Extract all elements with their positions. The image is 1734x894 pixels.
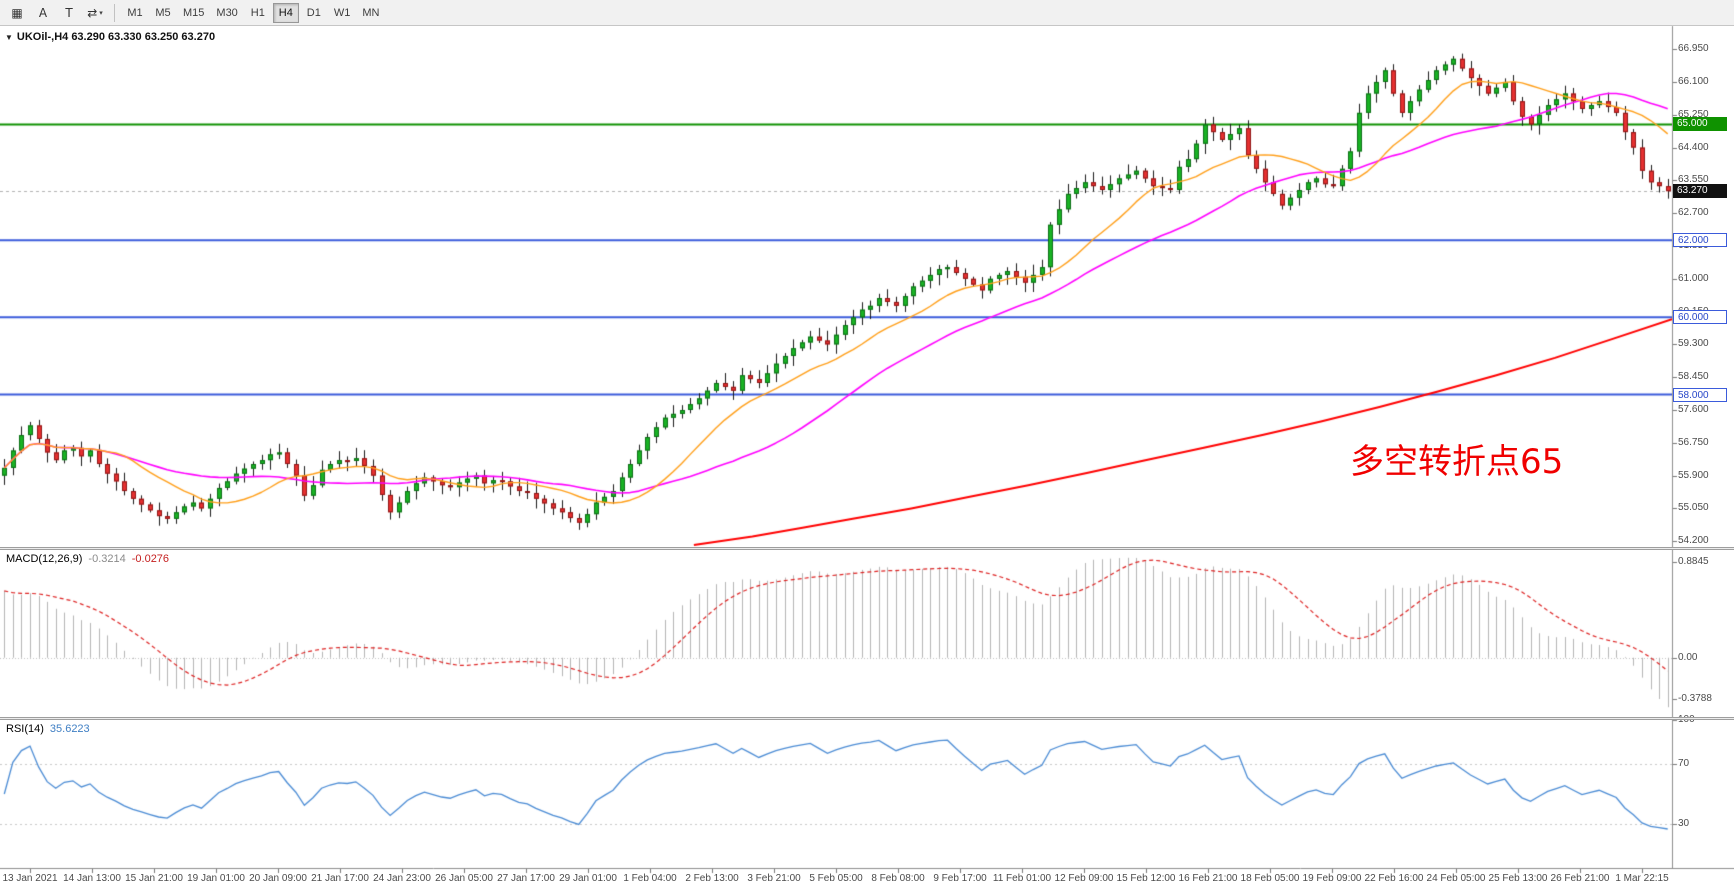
time-tick-label: 14 Jan 13:00 (63, 873, 121, 884)
macd-indicator-label: MACD(12,26,9) -0.3214 -0.0276 (6, 553, 169, 565)
price-tick-label: 55.900 (1678, 469, 1709, 481)
timeframe-d1-button[interactable]: D1 (301, 3, 327, 23)
macd-tick-label: 0.00 (1678, 651, 1698, 663)
price-tick-label: 58.450 (1678, 371, 1709, 383)
time-tick-label: 21 Jan 17:00 (311, 873, 369, 884)
symbol-dropdown-icon[interactable]: ▼ (5, 32, 13, 42)
chart-annotation: 多空转折点65 (1350, 442, 1564, 482)
hline-price-tag: 62.000 (1673, 233, 1727, 248)
chart-grid-icon[interactable]: ▦ (5, 2, 29, 24)
time-tick-label: 1 Feb 04:00 (623, 873, 677, 884)
price-tick-label: 56.750 (1678, 436, 1709, 448)
time-tick-label: 20 Jan 09:00 (249, 873, 307, 884)
macd-signal-value: -0.0276 (131, 553, 170, 565)
time-tick-label: 2 Feb 13:00 (685, 873, 739, 884)
timeframe-m15-button[interactable]: M15 (178, 3, 209, 23)
price-tick-label: 54.200 (1678, 535, 1709, 547)
symbol-ohlc-text: UKOil-,H4 63.290 63.330 63.250 63.270 (16, 31, 216, 43)
cycle-glyph: ⇄ (87, 5, 98, 20)
chart-grid-glyph: ▦ (11, 5, 23, 20)
hline-price-tag: 58.000 (1673, 387, 1727, 402)
time-tick-label: 26 Feb 21:00 (1550, 873, 1610, 884)
arrow-a-glyph: A (38, 5, 48, 20)
hline-price-tag: 60.000 (1673, 310, 1727, 325)
macd-tick-label: 0.8845 (1678, 556, 1709, 568)
time-tick-label: 24 Jan 23:00 (373, 873, 431, 884)
text-t-glyph: T (65, 5, 73, 20)
price-tick-label: 62.700 (1678, 207, 1709, 219)
price-tick-label: 66.950 (1678, 43, 1709, 55)
pane-divider-rsi[interactable] (0, 717, 1734, 720)
timeframe-m1-button[interactable]: M1 (122, 3, 148, 23)
text-t-icon[interactable]: T (57, 2, 81, 24)
time-tick-label: 5 Feb 05:00 (809, 873, 863, 884)
time-tick-label: 9 Feb 17:00 (933, 873, 987, 884)
price-tick-label: 63.550 (1678, 174, 1709, 186)
toolbar-separator (114, 3, 115, 22)
time-tick-label: 19 Jan 01:00 (187, 873, 245, 884)
rsi-tick-label: 70 (1678, 758, 1690, 770)
price-tick-label: 66.100 (1678, 75, 1709, 87)
timeframe-m5-button[interactable]: M5 (150, 3, 176, 23)
time-tick-label: 16 Feb 21:00 (1178, 873, 1238, 884)
toolbar: ▦ A T ⇄ ▾ M1 M5 M15 M30 H1 H4 D1 W1 MN (0, 0, 1734, 26)
symbol-info: ▼ UKOil-,H4 63.290 63.330 63.250 63.270 (5, 31, 215, 43)
pane-divider-macd[interactable] (0, 547, 1734, 550)
time-tick-label: 29 Jan 01:00 (559, 873, 617, 884)
rsi-value: 35.6223 (49, 723, 90, 735)
price-tick-label: 61.000 (1678, 272, 1709, 284)
time-tick-label: 27 Jan 17:00 (497, 873, 555, 884)
time-tick-label: 13 Jan 2021 (2, 873, 58, 884)
price-tick-label: 65.250 (1678, 108, 1709, 120)
price-tick-label: 55.050 (1678, 502, 1709, 514)
macd-main-value: -0.3214 (88, 553, 126, 565)
price-tick-label: 59.300 (1678, 338, 1709, 350)
timeframe-h4-button[interactable]: H4 (272, 2, 299, 23)
rsi-name: RSI(14) (6, 723, 44, 735)
time-tick-label: 24 Feb 05:00 (1426, 873, 1486, 884)
arrow-a-icon[interactable]: A (31, 2, 55, 24)
timeframe-w1-button[interactable]: W1 (329, 3, 356, 23)
price-tick-label: 57.600 (1678, 403, 1709, 415)
timeframe-h1-button[interactable]: H1 (245, 3, 271, 23)
macd-tick-label: -0.3788 (1678, 692, 1712, 704)
timeframe-mn-button[interactable]: MN (357, 3, 384, 23)
current-price-tag: 63.270 (1673, 184, 1727, 199)
macd-name: MACD(12,26,9) (6, 553, 83, 565)
time-tick-label: 1 Mar 22:15 (1615, 873, 1669, 884)
time-tick-label: 19 Feb 09:00 (1302, 873, 1362, 884)
time-tick-label: 8 Feb 08:00 (871, 873, 925, 884)
time-tick-label: 15 Jan 21:00 (125, 873, 183, 884)
cycle-icon[interactable]: ⇄ ▾ (83, 2, 107, 24)
time-tick-label: 15 Feb 12:00 (1116, 873, 1176, 884)
time-tick-label: 18 Feb 05:00 (1240, 873, 1300, 884)
hline-price-tag: 65.000 (1673, 117, 1727, 132)
time-tick-label: 11 Feb 01:00 (992, 873, 1052, 884)
time-tick-label: 3 Feb 21:00 (747, 873, 801, 884)
time-tick-label: 25 Feb 13:00 (1488, 873, 1548, 884)
rsi-tick-label: 30 (1678, 817, 1690, 829)
time-tick-label: 26 Jan 05:00 (435, 873, 493, 884)
time-axis[interactable]: 13 Jan 2021 14 Jan 13:00 15 Jan 21:00 19 Ja… (0, 868, 1672, 894)
price-tick-label: 64.400 (1678, 141, 1709, 153)
time-tick-label: 12 Feb 09:00 (1054, 873, 1114, 884)
price-axis[interactable]: 66.95066.10065.25064.40063.55062.70061.8… (1672, 26, 1734, 868)
time-tick-label: 22 Feb 16:00 (1364, 873, 1424, 884)
timeframe-m30-button[interactable]: M30 (211, 3, 242, 23)
chevron-down-icon: ▾ (99, 8, 103, 17)
rsi-indicator-label: RSI(14) 35.6223 (6, 723, 90, 735)
